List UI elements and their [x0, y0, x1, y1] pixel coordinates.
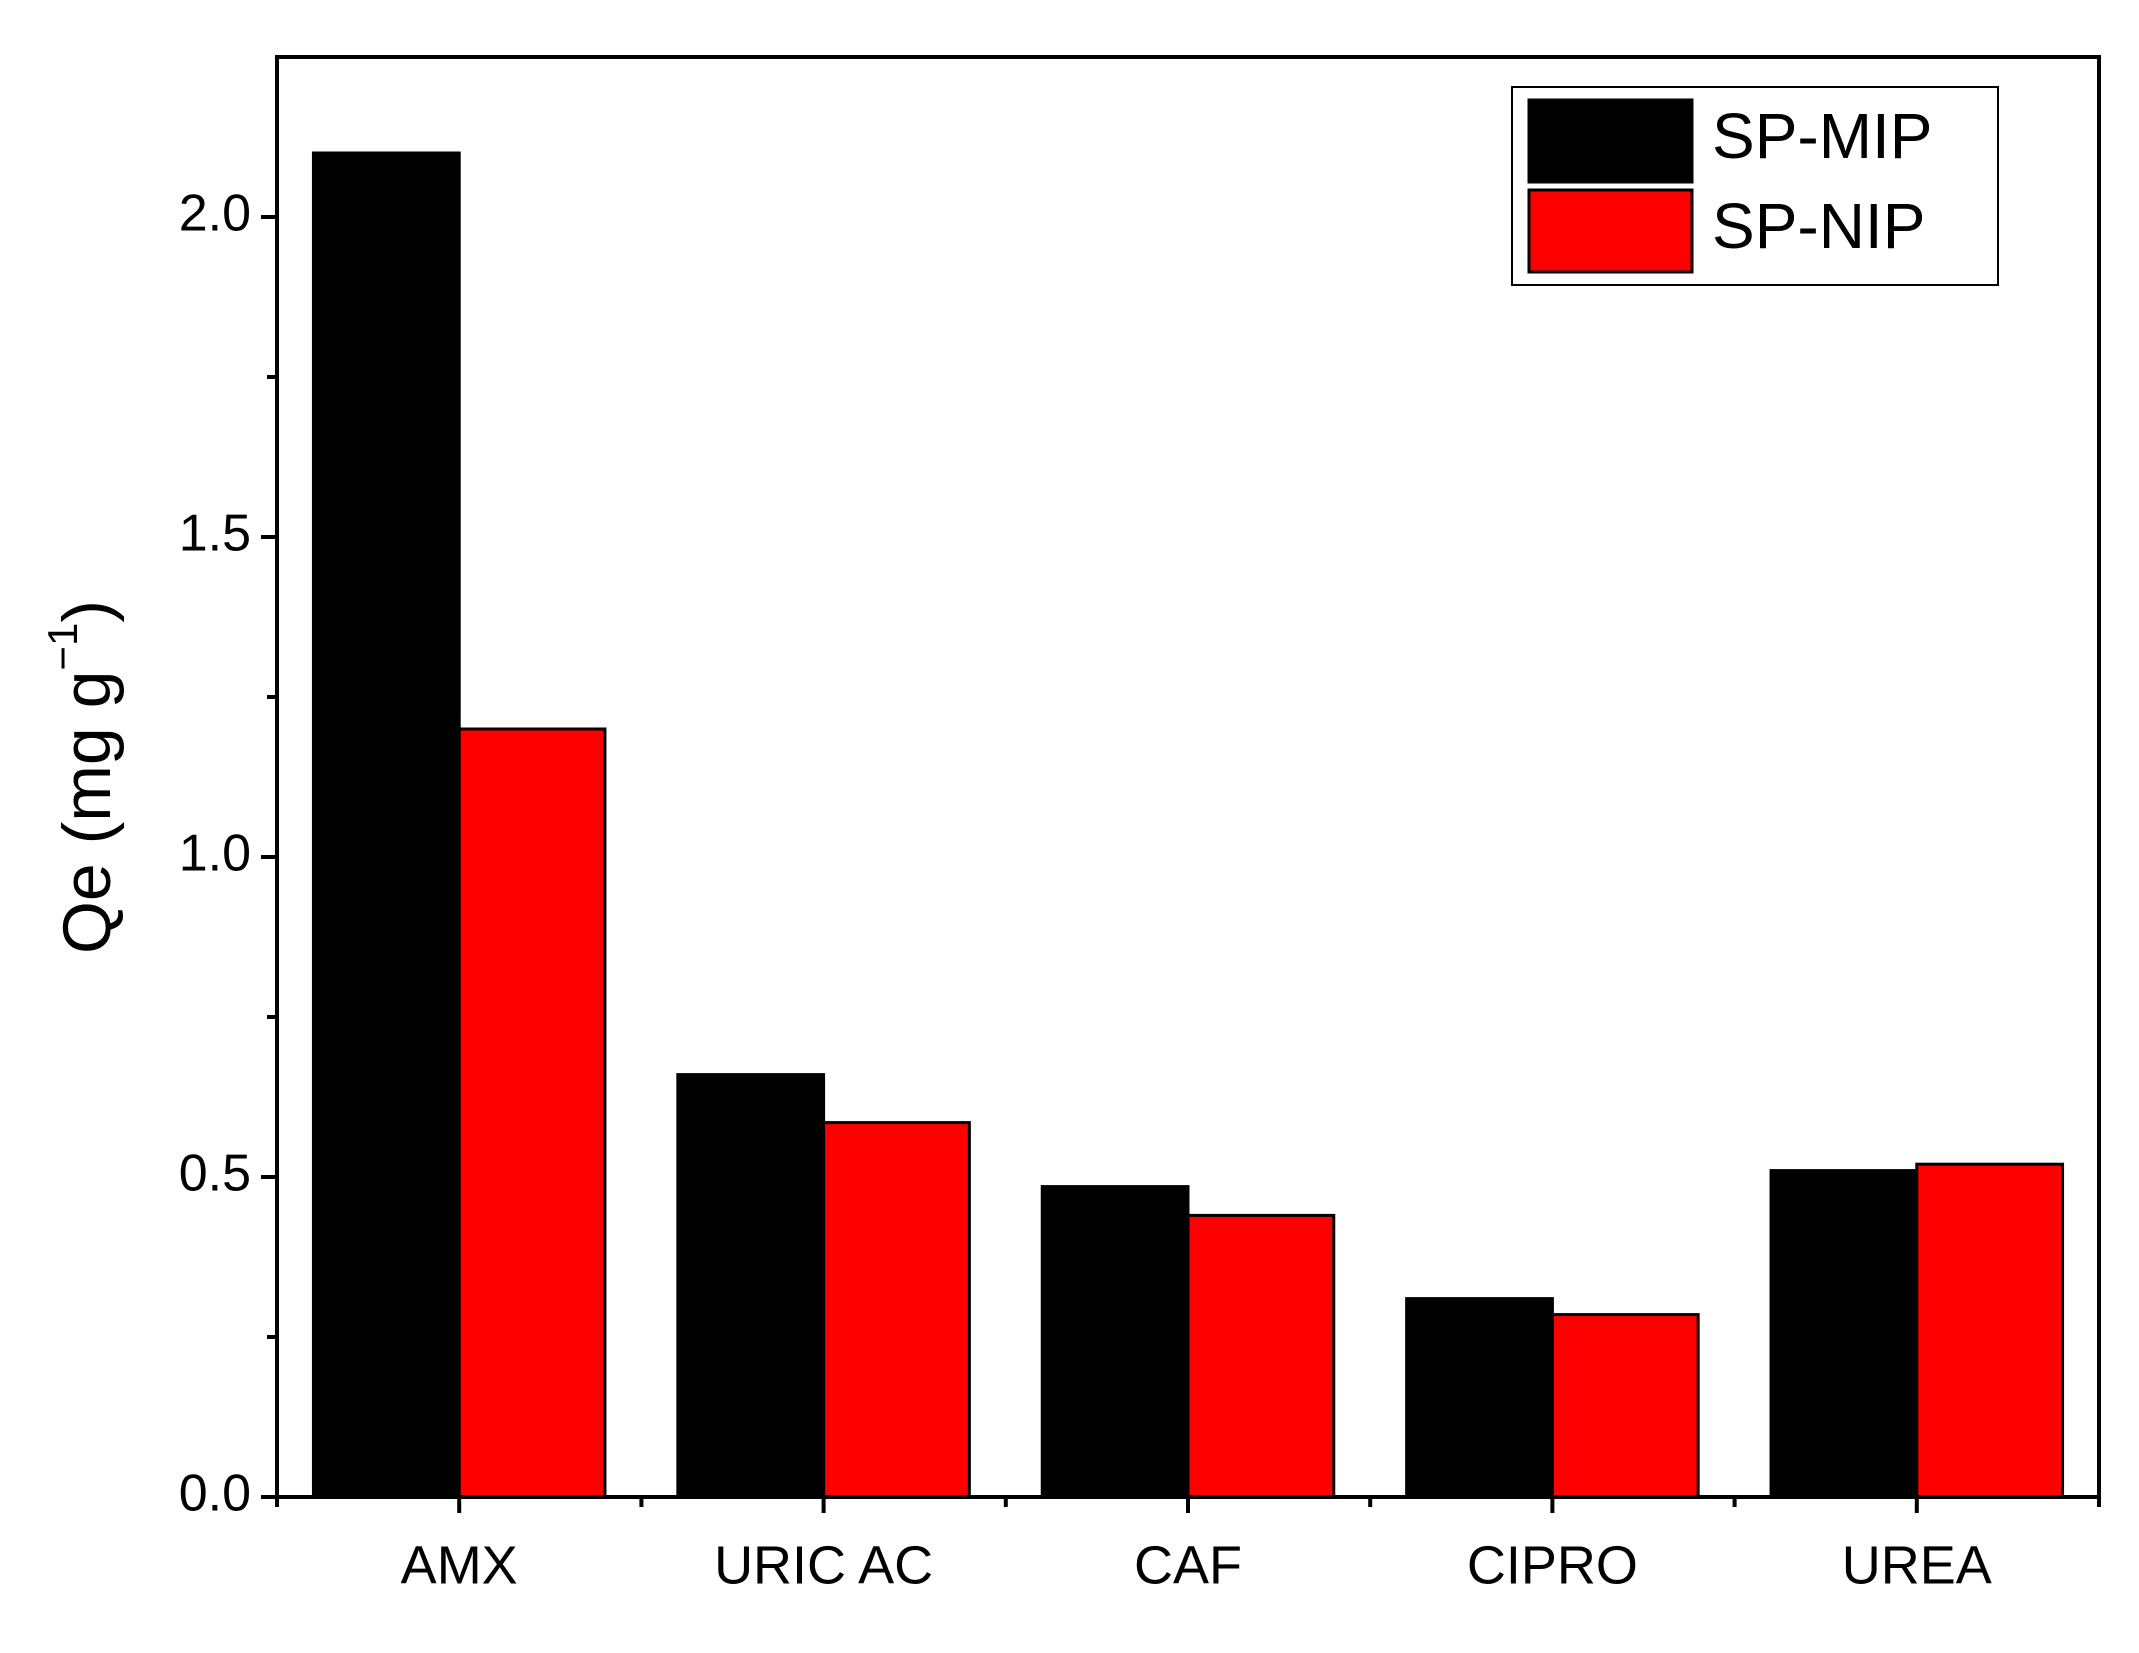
x-tick-label: AMX: [401, 1535, 518, 1595]
y-axis-label-superscript: −1: [39, 623, 86, 671]
bar: [1915, 1162, 2065, 1499]
bar: [1405, 1297, 1554, 1499]
legend-swatch: [1527, 188, 1694, 274]
legend-label: SP-NIP: [1712, 190, 1925, 262]
bar: [457, 727, 607, 1499]
bar: [1550, 1313, 1700, 1499]
legend-label: SP-MIP: [1712, 100, 1932, 172]
y-axis-label: Qe (mg g−1): [39, 600, 125, 954]
x-tick-label: URIC AC: [714, 1535, 933, 1595]
y-tick-label: 0.0: [179, 1465, 251, 1523]
bar: [1186, 1213, 1336, 1499]
x-tick-label: CIPRO: [1467, 1535, 1638, 1595]
y-tick-label: 1.0: [179, 825, 251, 883]
bar: [1040, 1185, 1190, 1499]
y-tick-label: 0.5: [179, 1145, 251, 1203]
y-tick-label: 2.0: [179, 185, 251, 243]
legend-swatch: [1527, 98, 1694, 184]
bar: [1769, 1169, 1919, 1499]
x-tick-label: UREA: [1842, 1535, 1992, 1595]
y-axis-label-suffix: ): [49, 600, 125, 623]
y-tick-label: 1.5: [179, 505, 251, 563]
y-axis-label-text: Qe (mg g: [49, 671, 125, 954]
bar: [676, 1073, 826, 1499]
bar: [311, 151, 461, 1499]
bar: [822, 1121, 971, 1499]
x-tick-label: CAF: [1134, 1535, 1242, 1595]
